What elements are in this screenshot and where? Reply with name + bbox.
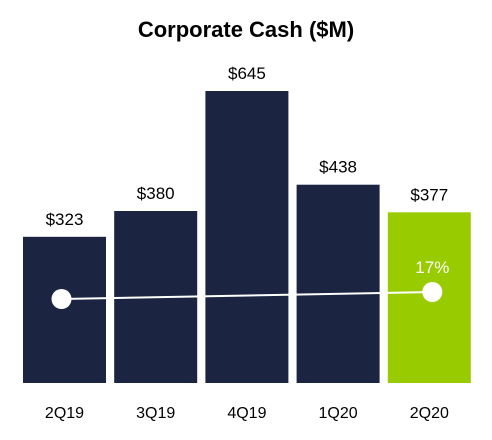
value-label-2q20: $377 [410, 185, 448, 204]
x-tick-3q19: 3Q19 [136, 405, 175, 422]
value-label-4q19: $645 [228, 64, 266, 83]
annotation-group: 17% [51, 258, 449, 309]
chart-title: Corporate Cash ($M) [137, 17, 355, 42]
growth-marker-end [422, 282, 443, 302]
bars-group [23, 91, 471, 383]
x-tick-2q19: 2Q19 [45, 405, 84, 422]
x-tick-1q20: 1Q20 [319, 405, 358, 422]
x-tick-4q19: 4Q19 [227, 405, 266, 422]
value-label-3q19: $380 [137, 184, 175, 203]
x-tick-2q20: 2Q20 [410, 405, 449, 422]
bar-4q19 [205, 91, 289, 383]
value-label-1q20: $438 [319, 158, 357, 177]
bar-2q19 [23, 236, 106, 383]
labels-group: $323 2Q19 $380 3Q19 $645 4Q19 $438 1Q20 $377 2Q20 [45, 64, 449, 422]
bar-1q20 [296, 184, 380, 383]
value-label-2q19: $323 [46, 210, 84, 229]
growth-marker-start [51, 289, 72, 309]
growth-label: 17% [415, 258, 449, 277]
growth-line [61, 291, 433, 300]
